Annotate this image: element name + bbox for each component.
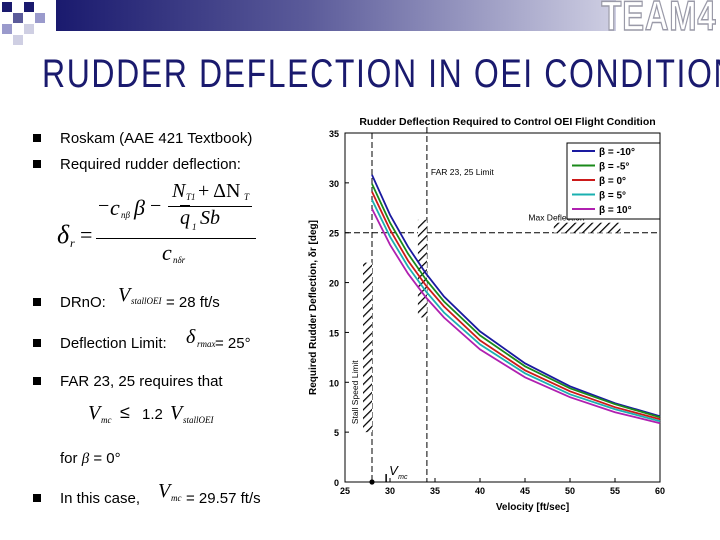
formula-q-sub: 1 <box>192 222 197 232</box>
y-tick-label: 20 <box>329 279 339 289</box>
legend-entry: β = 10° <box>599 205 632 216</box>
max-deflection-label: Max Deflection <box>528 213 584 223</box>
brand-logo: TEAM4 <box>600 0 716 40</box>
y-axis-label: Required Rudder Deflection, δr [deg] <box>308 220 319 395</box>
formula-T1-sub: T1 <box>186 192 196 202</box>
formula-equals: = <box>80 222 93 247</box>
bullet-far-requirement: FAR 23, 25 requires that <box>60 373 223 390</box>
bullet-in-this-case: In this case, <box>60 490 141 507</box>
ineq-vstall-sub: stallOEI <box>183 415 214 425</box>
max-deflection-hatch <box>553 222 621 233</box>
stall-limit-label: Stall Speed Limit <box>350 360 360 424</box>
stall-limit-hatch <box>363 262 372 433</box>
series-line <box>371 183 661 419</box>
x-tick-label: 25 <box>340 486 350 496</box>
bullet-marker <box>33 134 41 142</box>
y-tick-label: 25 <box>329 229 339 239</box>
formula-T-sub: T <box>244 192 250 202</box>
vmc-symbol: V <box>158 480 171 502</box>
bullet-drno-label: DRnO: <box>60 294 106 311</box>
x-tick-label: 60 <box>655 486 665 496</box>
bullet-marker <box>33 377 41 385</box>
plot-frame <box>344 132 661 483</box>
y-tick-label: 35 <box>329 129 339 139</box>
bullet-deflection-limit-value: = 25° <box>215 335 251 352</box>
vmc-chart-label: V <box>389 463 399 478</box>
legend-entry: β = 5° <box>599 191 626 202</box>
formula-c: c <box>110 195 120 220</box>
for-beta-symbol: β <box>81 451 90 467</box>
delta-rmax-symbol: δ <box>186 326 196 348</box>
x-tick-label: 40 <box>475 486 485 496</box>
legend-entry: β = -5° <box>599 162 629 173</box>
formula-n-dr-sub: nδr <box>173 255 186 265</box>
bullet-roskam: Roskam (AAE 421 Textbook) <box>60 130 253 147</box>
ineq-vmc-symbol: V <box>88 402 101 424</box>
x-tick-label: 30 <box>385 486 395 496</box>
formula-c-denominator: c <box>162 240 172 265</box>
y-tick-label: 5 <box>334 428 339 438</box>
vstall-sub: stallOEI <box>131 296 162 306</box>
y-tick-label: 30 <box>329 179 339 189</box>
for-beta-line: for β = 0° <box>60 450 121 468</box>
formula-q: q <box>180 207 190 229</box>
x-axis-label: Velocity [ft/sec] <box>496 502 569 513</box>
y-tick-label: 15 <box>329 328 339 338</box>
x-tick-label: 35 <box>430 486 440 496</box>
series-line <box>371 199 661 423</box>
vmc-sub: mc <box>171 493 182 503</box>
formula-delta: δ <box>57 220 70 249</box>
legend-entry: β = 0° <box>599 176 626 187</box>
bullet-marker <box>33 160 41 168</box>
formula-NT1: N <box>172 180 186 202</box>
legend-entry: β = -10° <box>599 147 635 158</box>
bullet-required-deflection: Required rudder deflection: <box>60 156 241 173</box>
formula-beta: β <box>134 195 145 220</box>
for-beta-value: = 0° <box>93 450 121 467</box>
ineq-vmc-sub: mc <box>101 415 112 425</box>
bullet-deflection-limit-label: Deflection Limit: <box>60 335 167 352</box>
formula-plus-dN: + ΔN <box>198 180 241 202</box>
vmc-chart-sub: mc <box>398 474 408 481</box>
x-tick-label: 50 <box>565 486 575 496</box>
bullet-marker <box>33 298 41 306</box>
chart-title: Rudder Deflection Required to Control OE… <box>359 116 655 128</box>
for-prefix: for <box>60 450 78 467</box>
series-line <box>371 191 661 421</box>
bullet-marker <box>33 494 41 502</box>
y-tick-label: 10 <box>329 378 339 388</box>
x-tick-label: 55 <box>610 486 620 496</box>
far-limit-label: FAR 23, 25 Limit <box>431 167 494 177</box>
series-line <box>371 208 661 425</box>
formula-Sb: Sb <box>200 207 220 229</box>
ineq-factor: 1.2 <box>142 406 163 423</box>
bullet-vmc-value: = 29.57 ft/s <box>186 490 261 507</box>
header-gradient-bar <box>56 0 616 31</box>
formula-main-fraction-bar <box>96 238 256 239</box>
bullet-drno-value: = 28 ft/s <box>166 294 220 311</box>
formula-n-beta-sub: nβ <box>121 210 130 220</box>
formula-inner-fraction-bar <box>168 206 252 207</box>
delta-rmax-sub: rmax <box>197 339 216 349</box>
y-tick-label: 0 <box>334 478 339 488</box>
ineq-operator: ≤ <box>120 402 130 422</box>
slide-title: RUDDER DEFLECTION IN OEI CONDITIONS <box>42 52 720 96</box>
ineq-vstall-symbol: V <box>170 402 183 424</box>
stall-speed-dot <box>369 479 375 485</box>
series-line <box>371 174 661 418</box>
formula-minus: − <box>98 195 110 217</box>
vstall-symbol: V <box>118 284 131 306</box>
bullet-marker <box>33 339 41 347</box>
formula-r-sub: r <box>70 236 75 250</box>
x-tick-label: 45 <box>520 486 530 496</box>
formula-minus-2: − <box>150 195 162 217</box>
